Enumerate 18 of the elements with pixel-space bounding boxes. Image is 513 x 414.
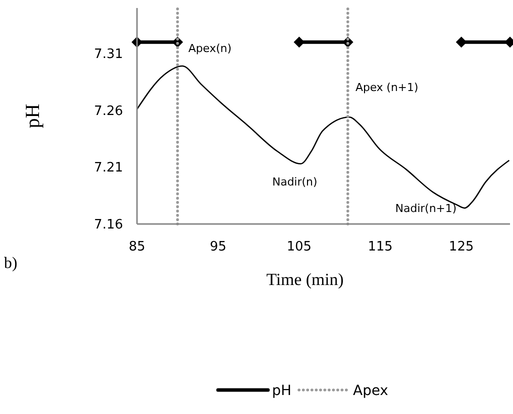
y-tick-label: 7.26 xyxy=(94,104,123,119)
y-tick-label: 7.31 xyxy=(94,47,123,62)
x-axis-title: Time (min) xyxy=(266,270,344,289)
x-tick-label: 125 xyxy=(448,240,474,255)
annotation: Apex (n+1) xyxy=(355,81,418,94)
annotation: Nadir(n) xyxy=(272,176,318,189)
y-tick-label: 7.16 xyxy=(94,218,123,233)
legend-label: Apex xyxy=(353,382,388,399)
x-tick-label: 105 xyxy=(286,240,312,255)
y-tick-label: 7.21 xyxy=(94,160,123,176)
legend-label: pH xyxy=(272,382,292,399)
x-tick-label: 85 xyxy=(128,240,146,255)
x-tick-label: 95 xyxy=(210,240,226,255)
text: b) xyxy=(4,255,18,272)
annotation: Apex(n) xyxy=(188,42,232,55)
x-tick-label: 115 xyxy=(368,240,393,255)
y-axis-title: pH xyxy=(22,104,44,128)
annotation: Nadir(n+1) xyxy=(395,202,457,216)
